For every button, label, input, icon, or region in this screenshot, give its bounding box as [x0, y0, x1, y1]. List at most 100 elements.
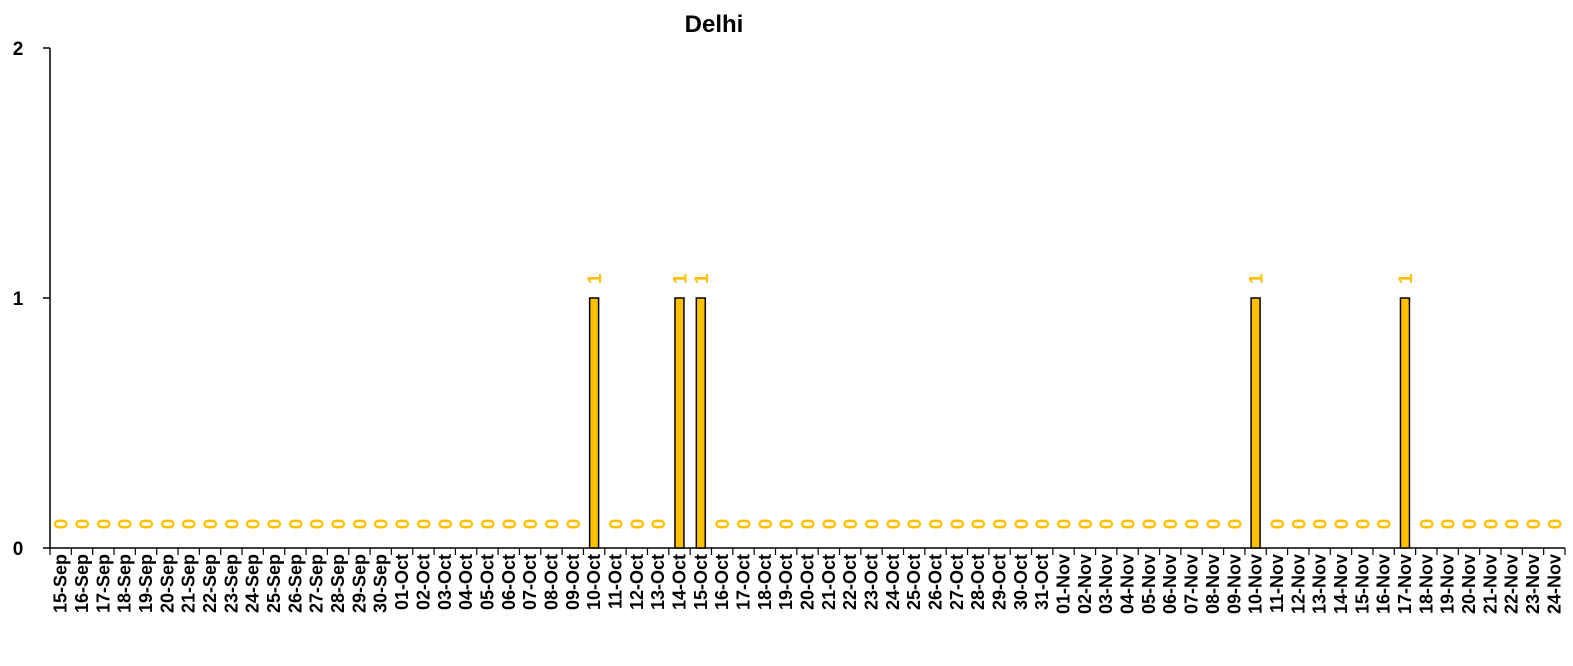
data-label: 0	[863, 519, 884, 530]
x-tick-label: 19-Sep	[136, 554, 156, 613]
data-label: 0	[1268, 519, 1289, 530]
data-label: 0	[1417, 519, 1438, 530]
x-tick-label: 25-Sep	[264, 554, 284, 613]
data-label: 0	[222, 519, 243, 530]
x-tick-label: 13-Nov	[1310, 554, 1330, 614]
data-label: 0	[94, 519, 115, 530]
data-label: 0	[1204, 519, 1225, 530]
data-label: 0	[1225, 519, 1246, 530]
x-tick-label: 09-Nov	[1224, 554, 1244, 614]
x-tick-label: 22-Nov	[1502, 554, 1522, 614]
bar	[588, 297, 600, 549]
data-label: 0	[799, 519, 820, 530]
x-tick-label: 18-Sep	[115, 554, 135, 613]
data-label: 0	[1481, 519, 1502, 530]
x-tick-label: 23-Nov	[1523, 554, 1543, 614]
y-tick-label: 1	[13, 289, 24, 310]
data-label: 0	[1161, 519, 1182, 530]
x-tick-label: 10-Nov	[1246, 554, 1266, 614]
data-label: 0	[158, 519, 179, 530]
x-tick-label: 21-Oct	[819, 554, 839, 610]
x-tick-label: 18-Oct	[755, 554, 775, 610]
bar	[1250, 297, 1261, 549]
data-label: 0	[116, 519, 137, 530]
data-label: 0	[393, 519, 414, 530]
data-label: 0	[1332, 519, 1353, 530]
data-label: 0	[457, 519, 478, 530]
x-tick-label: 02-Nov	[1075, 554, 1095, 614]
x-tick-label: 07-Oct	[520, 554, 540, 610]
x-tick-label: 13-Oct	[648, 554, 668, 610]
x-tick-label: 12-Oct	[627, 554, 647, 610]
x-tick-label: 12-Nov	[1288, 554, 1308, 614]
data-label: 0	[244, 519, 265, 530]
x-tick-label: 02-Oct	[413, 554, 433, 610]
x-tick-label: 16-Oct	[712, 554, 732, 610]
data-label: 0	[991, 519, 1012, 530]
x-tick-label: 28-Sep	[328, 554, 348, 613]
x-tick-label: 05-Oct	[477, 554, 497, 610]
x-tick-label: 15-Sep	[51, 554, 71, 613]
data-label: 0	[948, 519, 969, 530]
x-tick-label: 16-Sep	[72, 554, 92, 613]
data-label: 0	[350, 519, 371, 530]
y-tick-label: 2	[13, 39, 24, 60]
data-label: 0	[1183, 519, 1204, 530]
x-tick-label: 30-Oct	[1011, 554, 1031, 610]
data-label: 0	[820, 519, 841, 530]
data-label: 0	[542, 519, 563, 530]
x-tick-label: 19-Oct	[776, 554, 796, 610]
data-label: 0	[201, 519, 222, 530]
x-tick-label: 03-Nov	[1096, 554, 1116, 614]
data-labels: 0 0 0 0 0 0 0 0 0 0 0 0 0 0 0 0 0 0 0 0 0 0 0 0 010 0 01 10 0 0 0 0 0 0 0 0…	[52, 273, 1567, 529]
y-axis: 0 1 2	[13, 39, 51, 560]
x-tick-label: 04-Nov	[1118, 554, 1138, 614]
x-tick-label: 15-Oct	[691, 554, 711, 610]
x-tick-label: 09-Oct	[563, 554, 583, 610]
x-tick-label: 20-Sep	[157, 554, 177, 613]
data-label: 0	[1076, 519, 1097, 530]
data-label: 0	[500, 519, 521, 530]
x-tick-label: 31-Oct	[1032, 554, 1052, 610]
data-label: 1	[692, 273, 713, 284]
x-tick-label: 04-Oct	[456, 554, 476, 610]
data-label: 0	[628, 519, 649, 530]
x-tick-label: 01-Oct	[392, 554, 412, 610]
x-tick-label: 05-Nov	[1139, 554, 1159, 614]
x-tick-label: 30-Sep	[371, 554, 391, 613]
x-tick-label: 10-Oct	[584, 554, 604, 610]
x-tick-label: 26-Oct	[926, 554, 946, 610]
data-label: 0	[308, 519, 329, 530]
data-label: 0	[1545, 519, 1566, 530]
x-tick-label: 19-Nov	[1438, 554, 1458, 614]
data-label: 0	[1289, 519, 1310, 530]
data-label: 0	[734, 519, 755, 530]
data-label: 1	[1247, 273, 1268, 284]
x-tick-label: 11-Oct	[605, 554, 625, 609]
data-label: 1	[1396, 273, 1417, 284]
x-tick-label: 20-Oct	[798, 554, 818, 610]
data-label: 1	[585, 273, 606, 284]
data-label: 0	[1012, 519, 1033, 530]
data-label: 0	[756, 519, 777, 530]
data-label: 0	[884, 519, 905, 530]
x-tick-label: 06-Oct	[499, 554, 519, 610]
data-label: 0	[137, 519, 158, 530]
data-label: 1	[670, 273, 691, 284]
x-tick-label: 24-Oct	[883, 554, 903, 610]
x-tick-label: 20-Nov	[1459, 554, 1479, 614]
data-label: 0	[1119, 519, 1140, 530]
data-label: 0	[606, 519, 627, 530]
chart-title: Delhi	[685, 11, 744, 38]
x-tick-label: 23-Sep	[221, 554, 241, 613]
data-label: 0	[713, 519, 734, 530]
x-tick-label: 08-Oct	[541, 554, 561, 610]
data-label: 0	[1097, 519, 1118, 530]
data-label: 0	[777, 519, 798, 530]
data-label: 0	[521, 519, 542, 530]
bars	[588, 297, 1411, 549]
data-label: 0	[180, 519, 201, 530]
x-tick-label: 14-Nov	[1331, 554, 1351, 614]
data-label: 0	[1353, 519, 1374, 530]
x-tick-label: 22-Oct	[840, 554, 860, 610]
